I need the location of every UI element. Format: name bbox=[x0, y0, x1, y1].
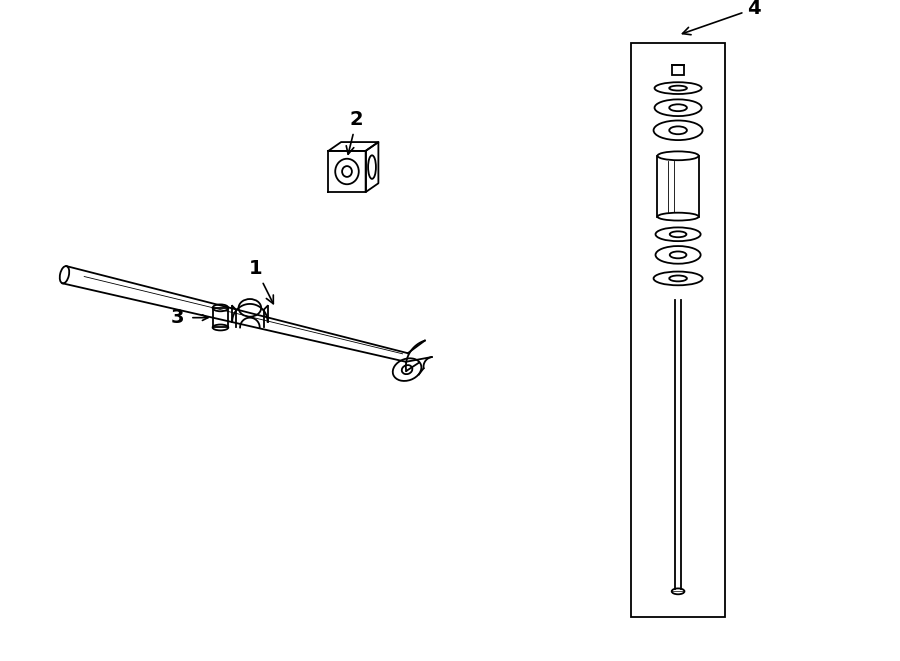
Text: 4: 4 bbox=[682, 0, 760, 35]
Text: 3: 3 bbox=[170, 308, 184, 327]
Text: 1: 1 bbox=[249, 259, 274, 303]
Bar bbox=[632, 43, 724, 617]
Bar bbox=[671, 65, 685, 75]
Text: 2: 2 bbox=[346, 110, 364, 154]
